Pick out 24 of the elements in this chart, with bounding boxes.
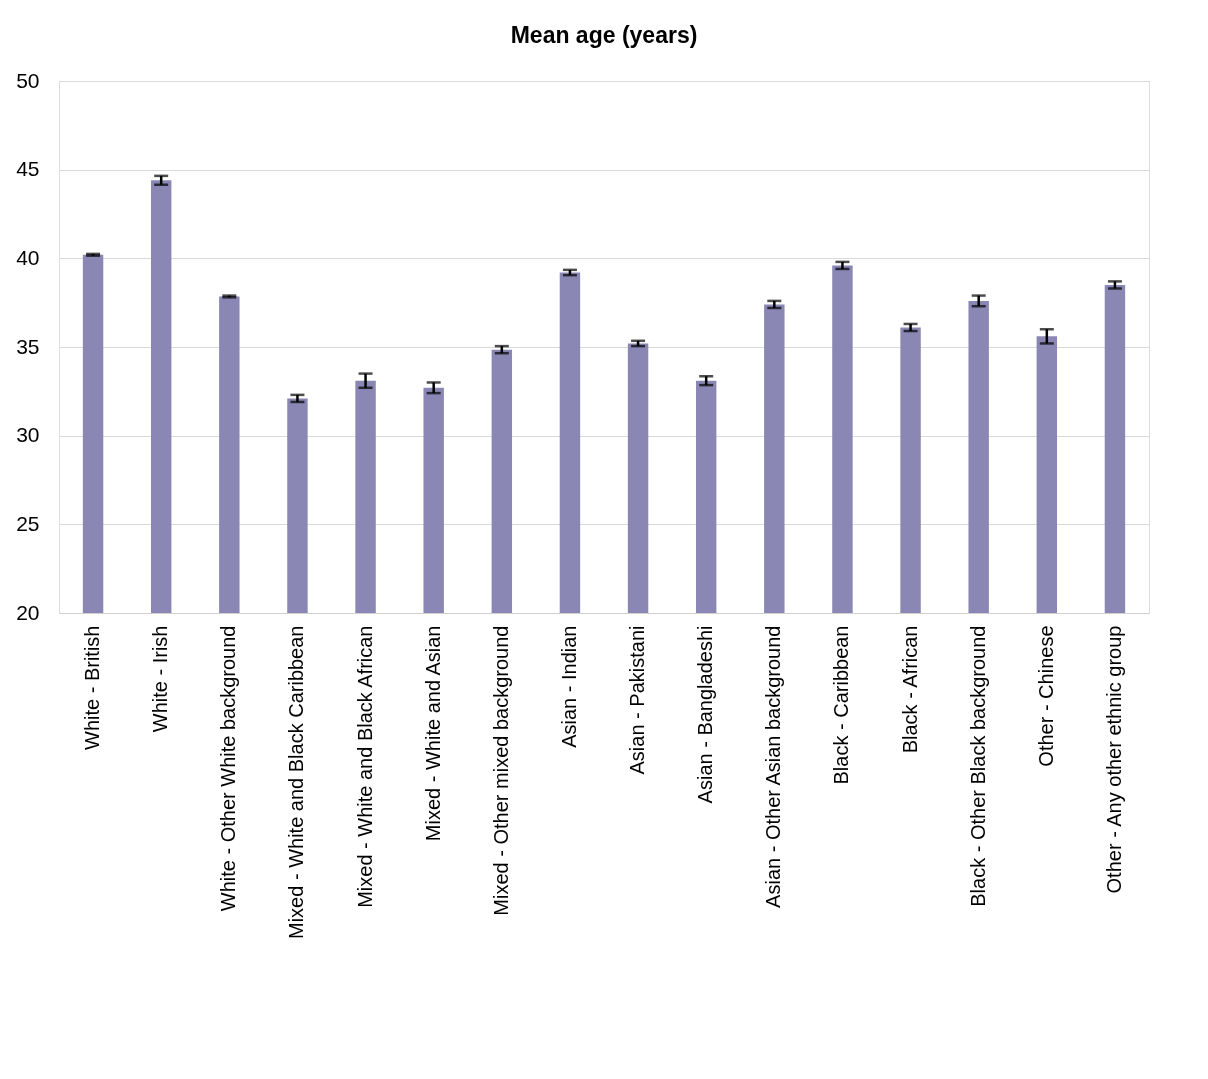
x-tick-label: White - British (81, 625, 104, 750)
x-tick-label: Mixed - White and Black African (353, 625, 376, 908)
x-tick-label: Asian - Indian (557, 625, 580, 748)
y-tick-label: 20 (16, 600, 40, 624)
y-tick-label: 40 (16, 245, 40, 269)
chart-title: Mean age (years) (510, 22, 698, 48)
y-tick-label: 30 (16, 423, 40, 447)
x-tick-label: Mixed - White and Asian (421, 625, 444, 842)
x-tick-label: White - Other White background (217, 625, 240, 912)
x-tick-label: Asian - Bangladeshi (694, 625, 717, 804)
x-tick-label: Black - Caribbean (830, 625, 853, 785)
y-tick-label: 45 (16, 157, 40, 181)
x-tick-label: Asian - Other Asian background (762, 625, 785, 908)
x-tick-label: Asian - Pakistani (626, 625, 649, 775)
x-tick-label: Black - Other Black background (966, 625, 989, 907)
x-tick-label: White - Irish (149, 625, 172, 733)
x-tick-label: Mixed - White and Black Caribbean (285, 625, 308, 939)
x-tick-label: Mixed - Other mixed background (489, 625, 512, 916)
y-tick-label: 35 (16, 334, 40, 358)
y-tick-label: 50 (16, 68, 40, 92)
x-tick-label: Black - African (898, 625, 921, 754)
y-tick-label: 25 (16, 511, 40, 535)
x-tick-label: Other - Any other ethnic group (1102, 625, 1125, 894)
x-tick-label: Other - Chinese (1034, 625, 1057, 767)
